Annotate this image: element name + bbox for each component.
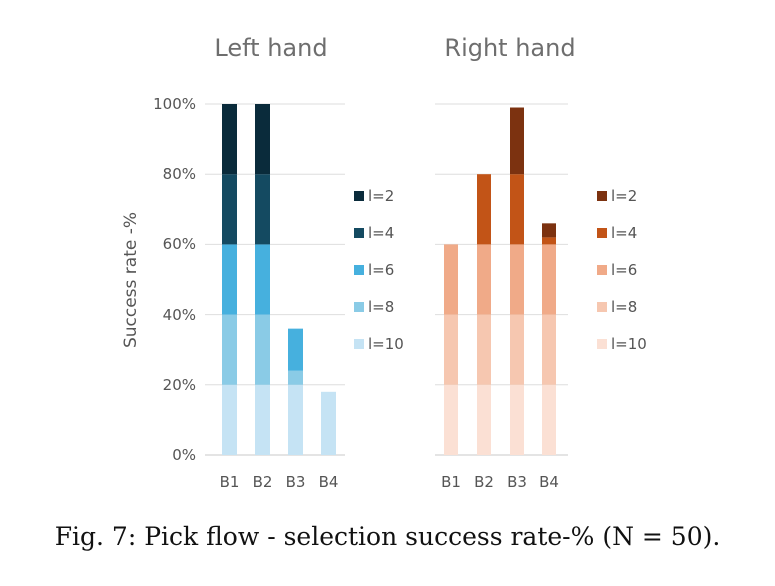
legend-label: l=8 <box>611 298 637 316</box>
bar-segment <box>222 174 237 245</box>
x-tick-label: B2 <box>474 473 494 491</box>
legend-label: l=6 <box>611 261 637 279</box>
right-legend: l=2 l=4 l=6 l=8 l=10 <box>597 187 647 353</box>
bar-segment <box>510 107 524 175</box>
left-hand-chart: Left hand Success rate -% 0% 20% 40% 60%… <box>121 34 404 491</box>
bar-segment <box>477 314 491 385</box>
bar-segment <box>510 384 524 455</box>
bar-segment <box>255 244 270 315</box>
bar-segment <box>510 174 524 245</box>
y-tick-label: 0% <box>172 446 196 464</box>
x-tick-label: B3 <box>286 473 306 491</box>
y-tick-label: 20% <box>163 376 196 394</box>
legend-label: l=4 <box>368 224 394 242</box>
x-tick-label: B4 <box>539 473 559 491</box>
chart-canvas: Left hand Success rate -% 0% 20% 40% 60%… <box>121 34 647 491</box>
y-tick-label: 40% <box>163 306 196 324</box>
legend-label: l=10 <box>368 335 404 353</box>
left-chart-title: Left hand <box>214 34 327 62</box>
bar-segment <box>444 244 458 315</box>
bar-segment <box>444 314 458 385</box>
bar-segment <box>255 384 270 455</box>
legend-swatch <box>597 339 607 349</box>
bar-segment <box>255 104 270 175</box>
bar-segment <box>510 314 524 385</box>
left-bars <box>222 104 336 455</box>
legend-label: l=10 <box>611 335 647 353</box>
legend-swatch <box>354 265 364 275</box>
x-tick-label: B3 <box>507 473 527 491</box>
x-tick-label: B2 <box>253 473 273 491</box>
bar-segment <box>288 328 303 371</box>
right-bars <box>444 107 556 455</box>
bar-segment <box>288 384 303 455</box>
legend-label: l=4 <box>611 224 637 242</box>
bar-segment <box>477 174 491 245</box>
bar-segment <box>542 244 556 315</box>
legend-label: l=6 <box>368 261 394 279</box>
bar-segment <box>222 104 237 175</box>
bar-segment <box>222 244 237 315</box>
x-tick-label: B4 <box>319 473 339 491</box>
left-legend: l=2 l=4 l=6 l=8 l=10 <box>354 187 404 353</box>
bar-segment <box>542 384 556 455</box>
right-category-labels: B1 B2 B3 B4 <box>441 473 559 491</box>
bar-segment <box>477 244 491 315</box>
y-tick-label: 100% <box>153 95 196 113</box>
y-tick-label: 80% <box>163 165 196 183</box>
y-axis-label: Success rate -% <box>121 212 141 348</box>
bar-segment <box>510 244 524 315</box>
legend-swatch <box>597 265 607 275</box>
bar-segment <box>542 237 556 245</box>
legend-label: l=8 <box>368 298 394 316</box>
right-chart-title: Right hand <box>444 34 575 62</box>
bar-segment <box>255 314 270 385</box>
bar-segment <box>255 174 270 245</box>
legend-swatch <box>597 228 607 238</box>
left-y-tick-labels: 0% 20% 40% 60% 80% 100% <box>153 95 196 464</box>
legend-swatch <box>597 191 607 201</box>
bar-segment <box>222 384 237 455</box>
x-tick-label: B1 <box>441 473 461 491</box>
figure-caption: Fig. 7: Pick flow - selection success ra… <box>54 522 721 551</box>
bar-segment <box>477 384 491 455</box>
bar-segment <box>321 391 336 455</box>
left-category-labels: B1 B2 B3 B4 <box>220 473 339 491</box>
legend-swatch <box>597 302 607 312</box>
bar-segment <box>542 314 556 385</box>
legend-swatch <box>354 228 364 238</box>
bar-segment <box>222 314 237 385</box>
x-tick-label: B1 <box>220 473 240 491</box>
legend-swatch <box>354 302 364 312</box>
bar-segment <box>444 384 458 455</box>
bar-segment <box>542 223 556 238</box>
y-tick-label: 60% <box>163 235 196 253</box>
right-hand-chart: Right hand B1 B2 B3 B4 l=2 l=4 l=6 l=8 l=10 <box>435 34 647 491</box>
legend-swatch <box>354 339 364 349</box>
legend-swatch <box>354 191 364 201</box>
bar-segment <box>288 370 303 385</box>
legend-label: l=2 <box>611 187 637 205</box>
legend-label: l=2 <box>368 187 394 205</box>
